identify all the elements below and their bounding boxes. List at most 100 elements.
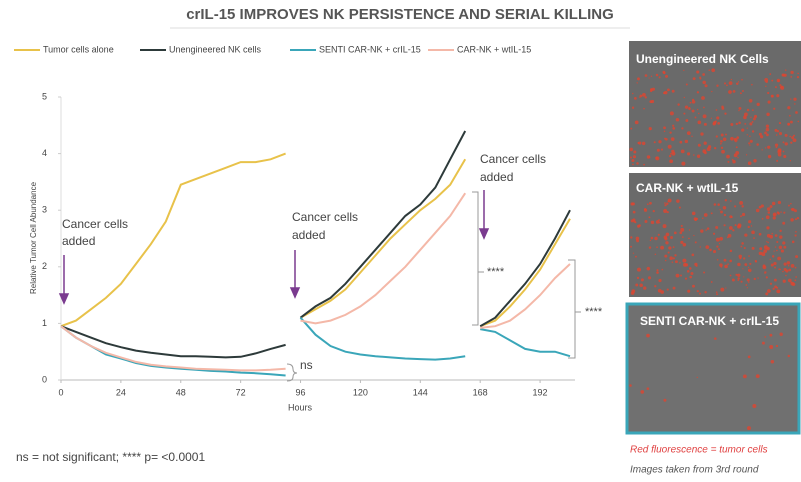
speck [719, 263, 723, 267]
speck [685, 119, 689, 122]
speck [779, 235, 783, 239]
speck [723, 224, 726, 227]
speck [748, 268, 752, 273]
speck [689, 101, 692, 104]
speck [631, 202, 635, 206]
speck [649, 100, 653, 104]
speck [761, 149, 763, 151]
speck [669, 131, 672, 134]
speck [697, 143, 701, 147]
speck [684, 139, 688, 144]
speck [757, 277, 759, 279]
speck [795, 218, 797, 221]
speck [646, 203, 649, 206]
speck [634, 221, 637, 224]
speck [633, 150, 637, 154]
speck [787, 278, 792, 283]
speck [741, 90, 744, 93]
speck [635, 255, 637, 258]
speck [683, 96, 686, 99]
speck [787, 122, 791, 126]
speck [634, 120, 639, 125]
speck [646, 155, 651, 159]
speck [677, 103, 680, 106]
series-line [60, 152, 571, 328]
speck [790, 202, 792, 205]
speck [721, 149, 725, 154]
speck [765, 127, 770, 132]
speck [696, 108, 699, 111]
speck [765, 292, 769, 296]
speck [724, 112, 727, 115]
speck [766, 240, 768, 243]
speck [703, 271, 706, 274]
speck [681, 236, 684, 238]
annotation: added [292, 228, 325, 242]
speck [792, 138, 797, 143]
speck [672, 286, 676, 290]
speck [743, 257, 746, 260]
speck [769, 333, 773, 337]
speck [794, 266, 797, 269]
speck [712, 122, 716, 126]
x-tick-label: 96 [296, 387, 306, 397]
speck [664, 254, 668, 258]
annotation: **** [487, 266, 505, 278]
speck [761, 252, 766, 257]
speck [741, 78, 743, 81]
speck [750, 116, 752, 118]
speck [671, 261, 674, 264]
speck [790, 218, 794, 222]
y-tick-label: 5 [42, 91, 47, 101]
speck [660, 245, 665, 250]
speck [713, 203, 717, 206]
x-tick-label: 24 [116, 387, 126, 397]
speck [714, 337, 717, 340]
speck [694, 262, 698, 267]
speck [744, 122, 747, 125]
speck [795, 111, 798, 114]
speck [737, 277, 740, 280]
series-line [60, 130, 571, 359]
speck [678, 206, 681, 209]
speck [699, 246, 701, 248]
speck [684, 105, 689, 109]
speck [749, 144, 751, 146]
speck [722, 137, 727, 142]
speck [772, 287, 775, 290]
speck [639, 283, 643, 288]
speck [729, 274, 732, 277]
speck [755, 374, 760, 379]
x-tick-label: 144 [413, 387, 428, 397]
speck [630, 245, 632, 248]
speck [776, 159, 779, 162]
speck [782, 141, 785, 144]
speck [648, 216, 651, 219]
annotation: ns [300, 358, 313, 372]
speck [720, 210, 723, 214]
speck [767, 100, 771, 104]
speck [710, 212, 713, 215]
speck [776, 130, 780, 133]
speck [787, 354, 791, 358]
speck [746, 278, 750, 282]
speck [679, 140, 683, 144]
speck [766, 112, 770, 117]
speck [634, 97, 637, 100]
speck [702, 217, 704, 220]
speck [728, 81, 733, 85]
speck [656, 269, 659, 272]
speck [753, 237, 755, 239]
speck [756, 102, 760, 107]
series-line [60, 192, 571, 372]
speck [704, 291, 707, 294]
speck [690, 272, 694, 276]
speck [663, 126, 666, 130]
speck [663, 209, 668, 213]
speck [702, 114, 707, 119]
speck [636, 77, 640, 81]
speck [735, 122, 739, 126]
image-panel [629, 173, 801, 297]
speck [655, 220, 660, 224]
